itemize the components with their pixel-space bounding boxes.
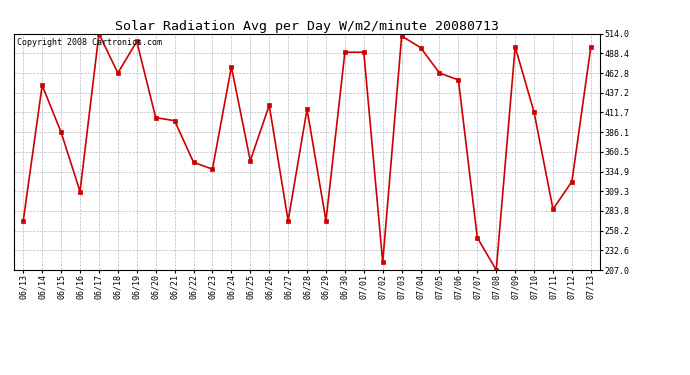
Title: Solar Radiation Avg per Day W/m2/minute 20080713: Solar Radiation Avg per Day W/m2/minute … [115,20,499,33]
Text: Copyright 2008 Cartronics.com: Copyright 2008 Cartronics.com [17,39,161,48]
